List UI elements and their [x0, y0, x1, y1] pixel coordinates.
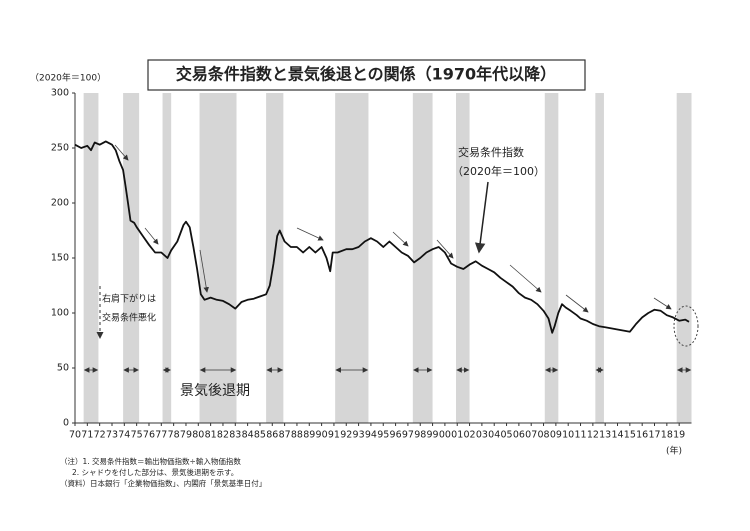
footnote: （資料）日本銀行「企業物価指数」、内閣府「景気基準日付」 [60, 478, 266, 488]
x-tick-label: 94 [365, 430, 377, 441]
title-box [147, 59, 586, 91]
x-tick-label: 04 [488, 430, 500, 441]
x-tick-label: 19 [673, 430, 685, 441]
x-tick-label: 83 [229, 430, 241, 441]
x-tick-label: 14 [611, 430, 623, 441]
x-unit: (年) [666, 445, 682, 457]
x-tick-label: 10 [562, 430, 574, 441]
recession-band [676, 93, 692, 423]
x-tick-label: 09 [550, 430, 562, 441]
series-label: 交易条件指数 [458, 145, 524, 159]
y-tick-label: 100 [51, 308, 69, 319]
series-line [74, 140, 690, 334]
y-tick-label: 0 [63, 418, 69, 429]
x-tick-label: 74 [118, 430, 130, 441]
x-tick-label: 88 [291, 430, 303, 441]
x-tick-label: 86 [266, 430, 278, 441]
x-tick-label: 95 [377, 430, 389, 441]
recession-band [335, 93, 369, 423]
callout-arrow [474, 181, 489, 254]
x-tick-label: 96 [390, 430, 402, 441]
x-tick-label: 01 [451, 430, 463, 441]
x-tick-label: 92 [340, 430, 352, 441]
recession-band [83, 93, 99, 423]
x-tick-label: 11 [574, 430, 586, 441]
x-tick-label: 06 [513, 430, 525, 441]
x-tick-label: 99 [427, 430, 439, 441]
trend-arrows [114, 144, 672, 313]
footnote: （注）1. 交易条件指数＝輸出物価指数÷輸入物価指数 [60, 456, 241, 466]
x-tick-label: 87 [279, 430, 291, 441]
x-tick-label: 77 [155, 430, 167, 441]
x-tick-label: 98 [414, 430, 426, 441]
x-tick-label: 07 [525, 430, 537, 441]
shade-layer [83, 93, 692, 423]
shade-label: 景気後退期 [180, 383, 250, 399]
x-tick-label: 79 [180, 430, 192, 441]
y-tick-label: 200 [51, 198, 69, 209]
recession-band [123, 93, 140, 423]
x-tick-label: 71 [81, 430, 93, 441]
x-tick-label: 78 [168, 430, 180, 441]
x-tick-label: 80 [192, 430, 204, 441]
x-tick-label: 08 [537, 430, 549, 441]
x-tick-label: 84 [242, 430, 254, 441]
x-tick-label: 05 [501, 430, 513, 441]
unit-label: （2020年＝100） [30, 72, 106, 84]
note-label: 交易条件悪化 [102, 312, 156, 324]
x-tick-label: 76 [143, 430, 155, 441]
recession-band [595, 93, 604, 423]
y-tick-label: 300 [51, 88, 69, 99]
x-tick-label: 12 [587, 430, 599, 441]
highlight-ellipse [673, 305, 699, 347]
x-tick-label: 82 [217, 430, 229, 441]
recession-band [199, 93, 237, 423]
x-tick-label: 70 [69, 430, 81, 441]
x-tick-label: 75 [131, 430, 143, 441]
x-tick-label: 97 [402, 430, 414, 441]
x-tick-label: 16 [636, 430, 648, 441]
recession-band [544, 93, 559, 423]
y-tick-label: 50 [57, 363, 69, 374]
y-tick-label: 250 [51, 143, 69, 154]
x-tick-label: 00 [439, 430, 451, 441]
x-tick-label: 03 [476, 430, 488, 441]
x-tick-label: 91 [328, 430, 340, 441]
recession-band [455, 93, 470, 423]
recession-band [412, 93, 433, 423]
note-label: 右肩下がりは [102, 293, 156, 305]
chart-title: 交易条件指数と景気後退との関係（1970年代以降） [176, 65, 556, 84]
x-tick-label: 81 [205, 430, 217, 441]
x-tick-label: 15 [624, 430, 636, 441]
y-tick-label: 150 [51, 253, 69, 264]
x-tick-label: 89 [303, 430, 315, 441]
x-tick-label: 02 [464, 430, 476, 441]
series-label-unit: （2020年＝100） [452, 164, 545, 178]
x-tick-label: 18 [661, 430, 673, 441]
x-tick-label: 93 [353, 430, 365, 441]
x-tick-label: 17 [648, 430, 660, 441]
footnote: 2. シャドウを付した部分は、景気後退期を示す。 [72, 467, 238, 477]
x-tick-label: 13 [599, 430, 611, 441]
x-tick-label: 85 [254, 430, 266, 441]
x-tick-label: 72 [94, 430, 106, 441]
x-tick-label: 90 [316, 430, 328, 441]
x-tick-label: 73 [106, 430, 118, 441]
